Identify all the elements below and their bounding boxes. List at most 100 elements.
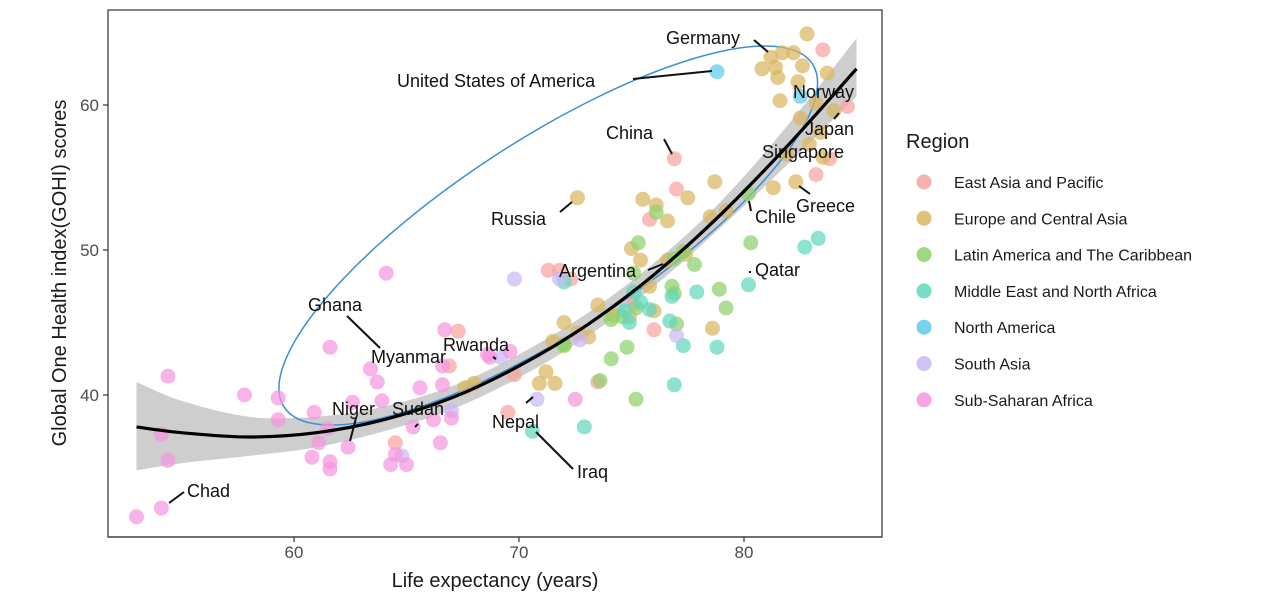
legend-swatch: [916, 174, 932, 190]
data-point: [369, 374, 385, 390]
series-east-asia-and-pacific: [387, 42, 855, 451]
data-point: [340, 439, 356, 455]
annotation-label: Sudan: [392, 399, 444, 419]
data-point: [630, 235, 646, 251]
annotation-leader-line: [748, 200, 752, 212]
annotation-singapore: Singapore: [762, 142, 844, 162]
legend-item: North America: [916, 319, 1055, 337]
legend-item: Latin America and The Caribbean: [916, 247, 1192, 265]
data-point: [619, 339, 635, 355]
annotation-leader-line: [168, 491, 185, 504]
data-point: [664, 288, 680, 304]
x-tick-label: 70: [510, 543, 529, 562]
annotation-greece: Greece: [796, 185, 855, 216]
data-point: [529, 391, 545, 407]
data-point: [702, 209, 718, 225]
data-point: [666, 377, 682, 393]
data-point: [160, 368, 176, 384]
x-tick-label: 60: [285, 543, 304, 562]
data-point: [813, 125, 828, 140]
data-point: [435, 358, 450, 374]
y-axis-title: Global One Health index(GOHI) scores: [49, 100, 71, 447]
annotation-leader-line: [346, 315, 381, 349]
annotation-leader-line: [535, 431, 574, 470]
data-point: [378, 265, 394, 281]
data-point: [786, 45, 801, 61]
data-point: [792, 110, 808, 126]
annotation-label: Chad: [187, 481, 230, 501]
data-point: [707, 174, 723, 190]
annotation-leader-line: [414, 423, 419, 428]
data-point: [621, 315, 637, 330]
data-point: [810, 230, 826, 246]
legend-label: Middle East and North Africa: [954, 284, 1157, 301]
data-point: [635, 191, 651, 207]
data-point: [507, 271, 522, 287]
annotation-niger: Niger: [332, 399, 375, 442]
annotation-label: Argentina: [559, 261, 637, 281]
annotation-argentina: Argentina: [559, 261, 664, 281]
annotation-chile: Chile: [748, 200, 796, 227]
annotation-label: Qatar: [755, 260, 800, 280]
annotation-leader-line: [492, 356, 497, 360]
annotation-rwanda: Rwanda: [443, 335, 510, 360]
y-tick-label: 40: [80, 386, 99, 405]
annotation-label: Ghana: [308, 295, 363, 315]
data-point: [711, 281, 727, 297]
legend-swatch: [916, 247, 932, 263]
legend-item: Middle East and North Africa: [916, 283, 1157, 301]
annotation-layer: Germany United States of America Norway Jap…: [168, 28, 855, 504]
data-point: [680, 190, 696, 206]
trend-line: [136, 67, 858, 439]
data-point: [765, 180, 781, 196]
data-point: [306, 404, 322, 420]
data-point: [304, 449, 320, 465]
annotation-label: Norway: [793, 82, 854, 102]
data-point: [801, 136, 817, 152]
legend-swatch: [916, 283, 932, 299]
annotation-china: China: [606, 123, 673, 155]
data-point: [270, 390, 286, 406]
data-point: [500, 404, 516, 420]
data-point: [646, 322, 662, 338]
annotation-label: Rwanda: [443, 335, 510, 355]
data-point: [705, 320, 720, 336]
annotation-label: Russia: [491, 209, 547, 229]
data-point: [815, 149, 831, 165]
data-point: [570, 190, 585, 206]
annotation-norway: Norway: [793, 82, 854, 102]
data-point: [662, 313, 678, 329]
data-point: [525, 423, 540, 439]
data-point: [237, 387, 252, 403]
series-latin-america-and-the-caribbean: [556, 186, 759, 407]
data-point: [741, 277, 756, 293]
y-tick-label: 60: [80, 96, 99, 115]
legend-item: East Asia and Pacific: [916, 174, 1103, 192]
data-point: [432, 435, 448, 451]
data-point: [405, 419, 421, 435]
data-point: [815, 42, 831, 58]
x-axis-title: Life expectancy (years): [392, 570, 599, 592]
data-point: [556, 315, 572, 330]
data-point: [592, 373, 608, 388]
annotation-label: Japan: [805, 119, 854, 139]
data-point: [435, 377, 450, 393]
data-point: [322, 339, 338, 355]
data-point: [792, 88, 808, 104]
data-point: [808, 167, 824, 183]
legend-swatch: [916, 356, 932, 371]
data-point: [387, 435, 403, 451]
annotation-sudan: Sudan: [392, 399, 444, 428]
trend-line-layer: [136, 67, 858, 439]
data-point: [648, 204, 664, 220]
legend-label: East Asia and Pacific: [954, 175, 1103, 192]
data-point: [628, 391, 644, 407]
annotation-leader-line: [753, 39, 769, 53]
series-north-america: [709, 64, 808, 104]
data-point: [687, 257, 702, 272]
annotation-myanmar: Myanmar: [371, 347, 446, 367]
annotation-ghana: Ghana: [308, 295, 381, 349]
data-point: [345, 394, 360, 410]
annotation-label: Germany: [666, 28, 740, 48]
